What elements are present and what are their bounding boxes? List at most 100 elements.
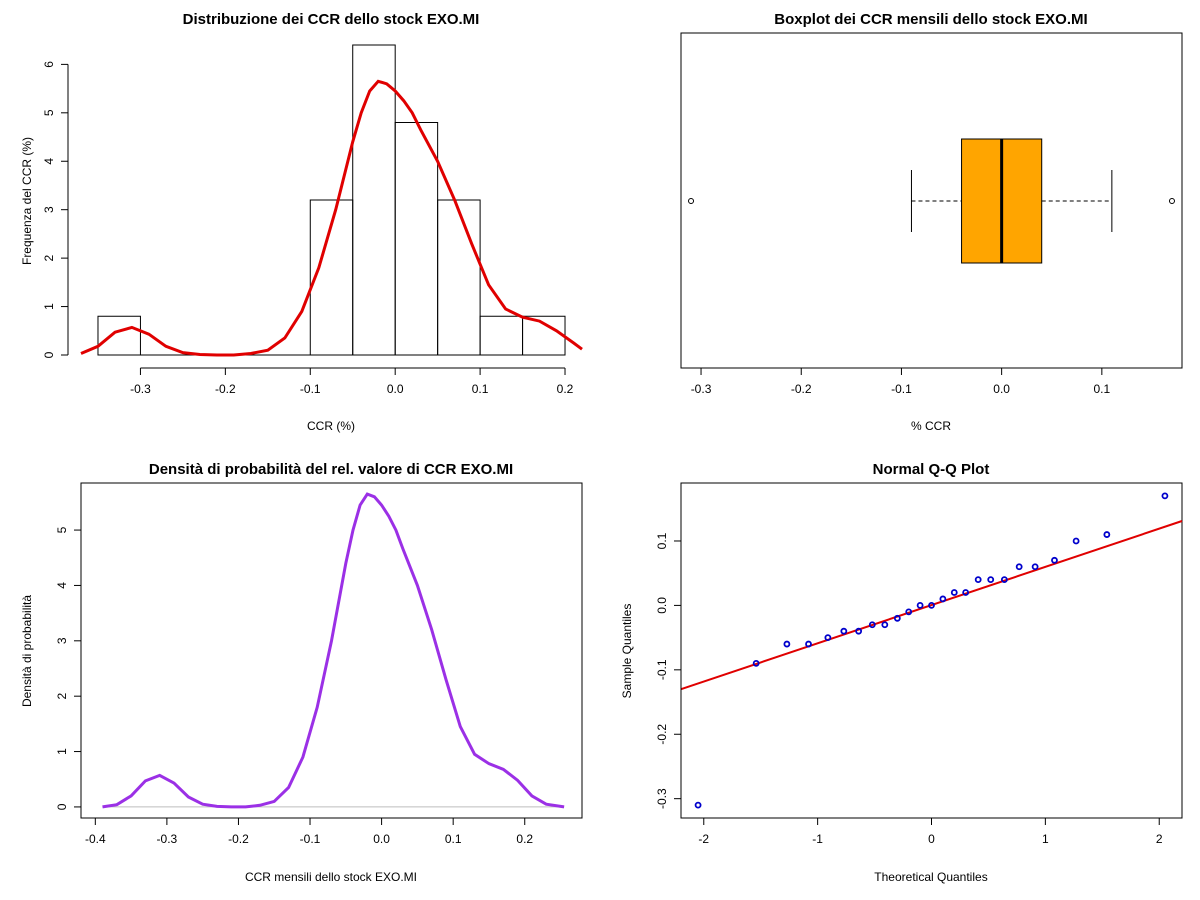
qq-point	[840, 627, 848, 635]
qq-point	[1072, 537, 1080, 545]
qq-point	[868, 621, 876, 629]
qq-y-tick-label: -0.2	[655, 724, 669, 745]
histogram-title: Distribuzione dei CCR dello stock EXO.MI	[183, 11, 480, 28]
boxplot	[688, 138, 1175, 264]
histogram-x-axis: -0.3 -0.2 -0.1 0.0 0.1 0.2	[130, 367, 574, 396]
qq-y-tick-label: -0.3	[655, 788, 669, 809]
density-curve	[102, 492, 565, 809]
density-x-label: CCR mensili dello stock EXO.MI	[245, 870, 417, 884]
histogram-x-tick-label: -0.3	[130, 382, 151, 396]
histogram-bar	[394, 122, 439, 356]
density-y-axis: 0 1 2 3 4 5	[55, 526, 82, 810]
qq-point	[855, 627, 863, 635]
qq-point	[974, 576, 982, 584]
qq-y-label: Sample Quantiles	[620, 604, 634, 699]
density-x-tick-label: -0.4	[85, 832, 106, 846]
histogram-y-tick-label: 3	[42, 206, 56, 213]
qq-point	[1161, 492, 1169, 500]
histogram-x-tick-label: 0.0	[387, 382, 404, 396]
density-x-tick-label: -0.3	[157, 832, 178, 846]
density-y-tick-label: 4	[55, 582, 69, 589]
qq-point	[905, 608, 913, 616]
density-x-tick-label: 0.2	[516, 832, 533, 846]
histogram-x-tick-label: 0.2	[557, 382, 574, 396]
kde-curve	[80, 79, 583, 357]
histogram-y-tick-label: 4	[42, 158, 56, 165]
qq-point	[1031, 563, 1039, 571]
qq-point	[950, 589, 958, 596]
histogram-x-tick-label: 0.1	[472, 382, 489, 396]
histogram-y-tick-label: 6	[42, 61, 56, 68]
histogram-y-tick-label: 5	[42, 109, 56, 116]
histogram-y-tick-label: 1	[42, 303, 56, 310]
qq-title: Normal Q-Q Plot	[873, 461, 990, 478]
qq-point	[805, 640, 812, 648]
qq-x-tick-label: -2	[698, 832, 709, 846]
density-x-axis: -0.4 -0.3 -0.2 -0.1 0.0 0.1 0.2	[85, 817, 533, 846]
qq-point	[1051, 556, 1058, 564]
boxplot-x-tick-label: 0.0	[993, 382, 1010, 396]
density-x-tick-label: -0.2	[228, 832, 249, 846]
boxplot-panel: Boxplot dei CCR mensili dello stock EXO.…	[680, 11, 1183, 433]
qq-point	[987, 576, 995, 584]
qq-x-tick-label: 1	[1042, 832, 1049, 846]
qq-y-tick-label: 0.1	[655, 532, 669, 549]
qq-x-axis: -2 -1 0 1 2	[698, 817, 1163, 846]
histogram-bins	[97, 44, 566, 356]
qq-y-tick-label: 0.0	[655, 597, 669, 614]
qq-panel: Normal Q-Q Plot Theoretical Quantiles Sa…	[620, 461, 1183, 884]
histogram-y-tick-label: 2	[42, 254, 56, 261]
boxplot-x-tick-label: -0.1	[891, 382, 912, 396]
qq-x-tick-label: -1	[812, 832, 823, 846]
histogram-x-tick-label: -0.1	[300, 382, 321, 396]
qq-point	[783, 640, 791, 648]
density-x-tick-label: 0.1	[445, 832, 462, 846]
qq-point	[916, 602, 924, 609]
boxplot-x-tick-label: -0.3	[691, 382, 712, 396]
density-y-tick-label: 2	[55, 693, 69, 700]
histogram-bar	[479, 315, 524, 356]
qq-x-tick-label: 0	[928, 832, 935, 846]
histogram-y-tick-label: 0	[42, 351, 56, 358]
density-x-tick-label: -0.1	[300, 832, 321, 846]
density-panel: Densità di probabilità del rel. valore d…	[20, 461, 583, 884]
qq-frame	[680, 482, 1183, 819]
qq-point	[824, 634, 832, 642]
qq-point	[962, 589, 970, 596]
density-y-tick-label: 5	[55, 526, 69, 533]
qq-reference-line	[680, 520, 1183, 691]
qq-point	[1103, 531, 1111, 538]
density-y-label: Densità di probabilità	[20, 595, 34, 707]
qq-point	[881, 621, 889, 629]
density-frame	[80, 482, 583, 819]
density-y-tick-label: 3	[55, 637, 69, 644]
histogram-panel: Distribuzione dei CCR dello stock EXO.MI…	[20, 11, 583, 433]
histogram-x-tick-label: -0.2	[215, 382, 236, 396]
qq-x-tick-label: 2	[1156, 832, 1163, 846]
histogram-y-axis: 0 1 2 3 4 5 6	[42, 61, 69, 358]
density-x-tick-label: 0.0	[373, 832, 390, 846]
histogram-bar	[437, 199, 481, 356]
boxplot-x-label: % CCR	[911, 419, 951, 433]
qq-point	[893, 614, 901, 622]
outlier-point	[688, 198, 695, 204]
boxplot-x-tick-label: -0.2	[791, 382, 812, 396]
qq-points	[694, 492, 1169, 809]
qq-y-tick-label: -0.1	[655, 659, 669, 680]
qq-point	[752, 659, 760, 667]
qq-x-label: Theoretical Quantiles	[874, 870, 987, 884]
histogram-bar	[97, 315, 141, 356]
qq-y-axis: -0.3 -0.2 -0.1 0.0 0.1	[655, 532, 682, 809]
density-title: Densità di probabilità del rel. valore d…	[149, 461, 513, 478]
histogram-x-label: CCR (%)	[307, 419, 355, 433]
boxplot-x-tick-label: 0.1	[1093, 382, 1110, 396]
qq-point	[939, 595, 947, 603]
density-y-tick-label: 1	[55, 748, 69, 755]
boxplot-x-axis: -0.3 -0.2 -0.1 0.0 0.1	[691, 367, 1111, 396]
histogram-bar	[352, 44, 396, 356]
boxplot-title: Boxplot dei CCR mensili dello stock EXO.…	[774, 11, 1087, 28]
histogram-y-label: Frequenza del CCR (%)	[20, 137, 34, 265]
qq-point	[694, 801, 702, 809]
qq-point	[928, 602, 935, 609]
